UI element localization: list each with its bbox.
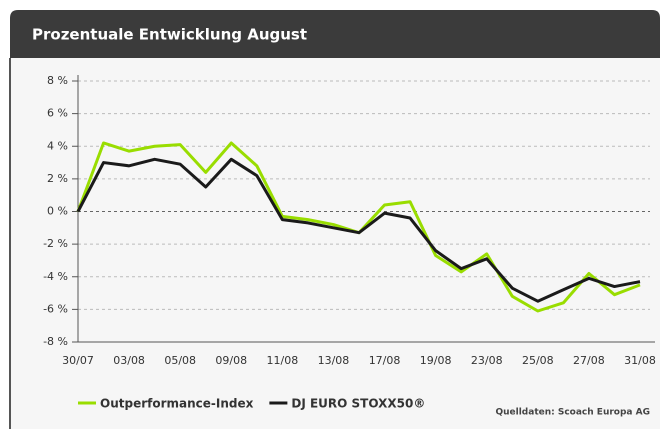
y-tick-label: 8 % [47, 74, 68, 87]
line-series [76, 157, 641, 303]
x-tick-label: 19/08 [420, 354, 452, 367]
x-tick-label: 05/08 [164, 354, 196, 367]
panel [10, 10, 660, 429]
x-tick-label: 23/08 [471, 354, 503, 367]
header [10, 10, 660, 58]
x-tick-label: 30/07 [62, 354, 94, 367]
source: Quelldaten: Scoach Europa AG [495, 408, 650, 418]
y-tick-label: -8 % [43, 335, 68, 348]
y-tick-label: 6 % [47, 107, 68, 120]
y-tick-label: -6 % [43, 302, 68, 315]
x-tick-label: 27/08 [573, 354, 605, 367]
x-tick-label: 17/08 [369, 354, 401, 367]
y-tick-label: 0 % [47, 205, 68, 218]
x-tick-label: 13/08 [318, 354, 350, 367]
y-tick-label: 2 % [47, 172, 68, 185]
x-tick-label: 03/08 [113, 354, 145, 367]
chart-title: Prozentuale Entwicklung August [32, 26, 307, 44]
y-tick-label: -4 % [43, 270, 68, 283]
y-tick-label: 4 % [47, 139, 68, 152]
x-tick-label: 09/08 [215, 354, 247, 367]
x-tick-label: 31/08 [624, 354, 656, 367]
legend-label: Outperformance-Index [100, 397, 254, 411]
x-tick-label: 11/08 [267, 354, 299, 367]
y-tick-label: -2 % [43, 237, 68, 250]
legend-label: DJ EURO STOXX50® [291, 397, 425, 411]
x-tick-label: 25/08 [522, 354, 554, 367]
